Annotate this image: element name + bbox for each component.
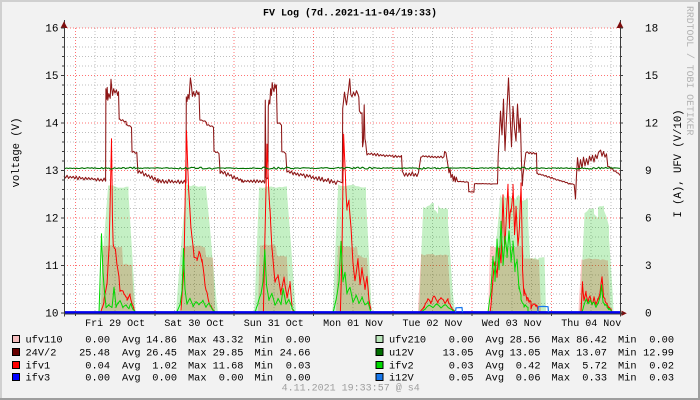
svg-text:0.42: 0.42 [516, 361, 541, 373]
svg-text:6: 6 [645, 214, 652, 226]
svg-text:Mon 01 Nov: Mon 01 Nov [323, 319, 383, 330]
svg-text:Avg: Avg [486, 348, 505, 360]
svg-text:24.66: 24.66 [280, 348, 311, 360]
svg-text:14: 14 [45, 119, 59, 131]
svg-text:15: 15 [45, 71, 58, 83]
svg-text:0.03: 0.03 [449, 361, 474, 373]
svg-text:5.72: 5.72 [582, 361, 607, 373]
svg-text:16: 16 [45, 24, 58, 36]
svg-text:Avg: Avg [486, 361, 505, 373]
svg-text:43.32: 43.32 [213, 335, 244, 347]
svg-text:Avg: Avg [486, 335, 505, 347]
svg-text:Min: Min [255, 335, 274, 347]
svg-text:11: 11 [45, 261, 59, 273]
svg-text:Tue 02 Nov: Tue 02 Nov [402, 319, 462, 330]
svg-text:0.00: 0.00 [286, 373, 311, 385]
svg-text:Max: Max [552, 335, 571, 347]
svg-text:Max: Max [188, 361, 207, 373]
svg-text:13.07: 13.07 [576, 348, 607, 360]
svg-text:25.48: 25.48 [79, 348, 110, 360]
svg-text:Avg: Avg [122, 335, 141, 347]
svg-text:4.11.2021 19:33:57 @ s4: 4.11.2021 19:33:57 @ s4 [282, 382, 420, 394]
svg-text:Min: Min [618, 361, 637, 373]
svg-text:Min: Min [618, 348, 637, 360]
svg-text:Max: Max [188, 373, 207, 385]
svg-text:i12V: i12V [389, 373, 415, 385]
svg-text:14.86: 14.86 [146, 335, 177, 347]
svg-text:Max: Max [552, 348, 571, 360]
svg-text:24V/2: 24V/2 [26, 348, 57, 360]
svg-text:13: 13 [45, 166, 58, 178]
svg-text:0.03: 0.03 [649, 373, 674, 385]
svg-text:Avg: Avg [122, 373, 141, 385]
svg-text:26.45: 26.45 [146, 348, 177, 360]
svg-text:ifv1: ifv1 [26, 361, 51, 373]
svg-text:Thu 04 Nov: Thu 04 Nov [561, 318, 621, 330]
svg-text:0.04: 0.04 [85, 361, 110, 373]
svg-text:11.68: 11.68 [213, 361, 244, 373]
svg-text:Max: Max [188, 335, 207, 347]
svg-text:ufv110: ufv110 [26, 335, 63, 347]
svg-text:Avg: Avg [122, 348, 141, 360]
svg-text:0.00: 0.00 [219, 373, 244, 385]
svg-text:0.06: 0.06 [516, 373, 541, 385]
svg-text:voltage (V): voltage (V) [11, 118, 23, 188]
svg-text:3: 3 [645, 261, 652, 273]
svg-text:0.00: 0.00 [85, 335, 110, 347]
svg-text:Sun 31 Oct: Sun 31 Oct [244, 319, 304, 330]
svg-text:0.00: 0.00 [152, 373, 177, 385]
svg-text:0.00: 0.00 [85, 373, 110, 385]
svg-text:RRDTOOL / TOBI OETIKER: RRDTOOL / TOBI OETIKER [684, 6, 695, 135]
svg-text:12.99: 12.99 [643, 348, 674, 360]
svg-text:Min: Min [255, 348, 274, 360]
svg-text:13.05: 13.05 [510, 348, 541, 360]
svg-text:0.00: 0.00 [286, 335, 311, 347]
svg-text:10: 10 [45, 309, 58, 321]
svg-text:u12V: u12V [389, 348, 415, 360]
svg-text:Avg: Avg [122, 361, 141, 373]
svg-text:I (A), UFV (V/10): I (A), UFV (V/10) [673, 109, 685, 217]
svg-text:Min: Min [618, 373, 637, 385]
svg-text:0.33: 0.33 [582, 373, 607, 385]
svg-text:Max: Max [552, 373, 571, 385]
svg-text:1.02: 1.02 [152, 361, 177, 373]
svg-text:FV Log (7d..2021-11-04/19:33): FV Log (7d..2021-11-04/19:33) [263, 8, 437, 20]
svg-text:Sat 30 Oct: Sat 30 Oct [164, 319, 224, 330]
svg-text:13.05: 13.05 [443, 348, 474, 360]
svg-text:Fri 29 Oct: Fri 29 Oct [85, 318, 145, 330]
svg-text:9: 9 [645, 166, 652, 178]
svg-text:0: 0 [645, 309, 652, 321]
svg-text:Avg: Avg [486, 373, 505, 385]
svg-text:12: 12 [45, 214, 58, 226]
svg-text:15: 15 [645, 71, 658, 83]
svg-text:18: 18 [645, 24, 658, 36]
svg-text:Min: Min [618, 335, 637, 347]
svg-text:28.56: 28.56 [510, 335, 541, 347]
svg-text:Max: Max [552, 361, 571, 373]
svg-text:Wed 03 Nov: Wed 03 Nov [482, 318, 542, 330]
svg-text:0.03: 0.03 [286, 361, 311, 373]
svg-text:29.85: 29.85 [213, 348, 244, 360]
svg-text:0.00: 0.00 [449, 335, 474, 347]
svg-text:ifv2: ifv2 [389, 361, 414, 373]
svg-text:0.00: 0.00 [649, 335, 674, 347]
svg-text:ufv210: ufv210 [389, 335, 426, 347]
svg-text:Max: Max [188, 348, 207, 360]
svg-text:0.02: 0.02 [649, 361, 674, 373]
svg-text:Min: Min [255, 373, 274, 385]
svg-text:12: 12 [645, 119, 658, 131]
svg-text:86.42: 86.42 [576, 335, 607, 347]
svg-text:ifv3: ifv3 [26, 373, 51, 385]
svg-text:0.05: 0.05 [449, 373, 474, 385]
svg-text:Min: Min [255, 361, 274, 373]
